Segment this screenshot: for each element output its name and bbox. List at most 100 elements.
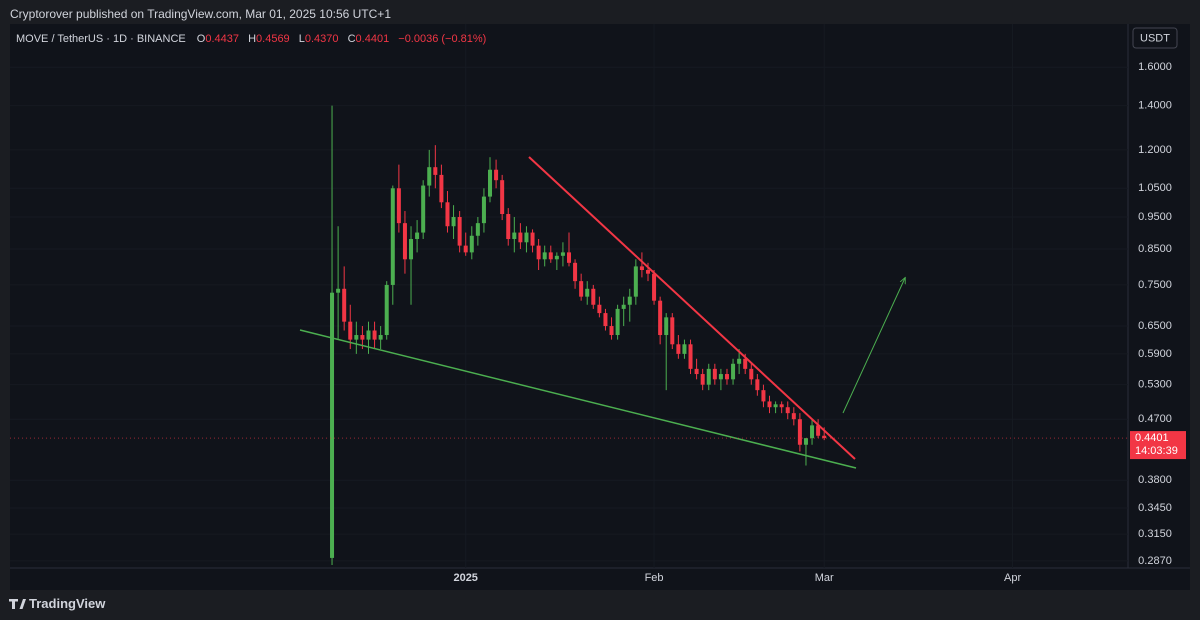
candle-body <box>372 330 377 340</box>
published-line: Cryptorover published on TradingView.com… <box>10 7 391 21</box>
candle-body <box>712 368 717 380</box>
y-tick-label: 0.5900 <box>1138 348 1172 360</box>
candle-body <box>749 368 754 380</box>
candle-body <box>694 368 699 375</box>
time-axis: 2025 Feb Mar Apr <box>453 572 1021 584</box>
legend-key: L <box>299 33 305 45</box>
candle-body <box>664 317 669 336</box>
candle-body <box>797 419 802 445</box>
candle-body <box>724 374 729 380</box>
candle-body <box>457 217 462 246</box>
candle-body <box>579 281 584 297</box>
candle-body <box>366 330 371 340</box>
candle-body <box>433 167 438 175</box>
candle-body <box>688 344 693 369</box>
candle-body <box>409 239 414 260</box>
candle-body <box>530 232 535 246</box>
legend-key: O <box>197 33 206 45</box>
x-tick-label: 2025 <box>453 572 477 584</box>
candle-body <box>390 188 395 285</box>
candle-body <box>633 266 638 297</box>
candle-body <box>524 232 529 243</box>
candle-body <box>810 425 815 439</box>
candle-body <box>494 169 499 181</box>
candle-body <box>548 252 553 260</box>
candle-body <box>652 273 657 301</box>
candle-body <box>566 252 572 263</box>
candle-body <box>773 404 778 408</box>
candle-body <box>706 368 711 385</box>
x-tick-label: Mar <box>815 572 834 584</box>
footer-bar <box>0 590 1200 620</box>
y-tick-label: 0.4700 <box>1138 413 1172 425</box>
legend-symbol: MOVE / TetherUS · 1D · BINANCE <box>16 33 186 45</box>
drawings <box>299 156 905 469</box>
candle-body <box>755 379 760 391</box>
x-tick-label: Feb <box>645 572 664 584</box>
candle-body <box>621 304 626 309</box>
y-tick-label: 1.6000 <box>1138 61 1172 73</box>
legend-value: 0.4437 <box>205 33 239 45</box>
candle-body <box>785 407 790 414</box>
candles <box>330 105 827 565</box>
currency[interactable]: USDT <box>1140 32 1170 44</box>
candle-body <box>682 344 687 354</box>
candle-body <box>415 232 420 240</box>
candle-body <box>384 284 389 336</box>
legend-key: H <box>248 33 256 45</box>
candle-body <box>779 404 784 408</box>
candle-body <box>591 288 596 305</box>
candle-body <box>560 252 565 256</box>
resistance-trendline <box>528 156 856 460</box>
candle-body <box>761 390 766 402</box>
y-tick-label: 0.8500 <box>1138 243 1172 255</box>
candle-body <box>822 435 827 439</box>
x-tick-label: Apr <box>1004 572 1021 584</box>
candle-body <box>506 214 511 240</box>
candle-body <box>439 174 444 203</box>
candle-body <box>396 188 401 224</box>
candle-body <box>488 169 493 197</box>
y-tick-label: 0.2870 <box>1138 555 1172 567</box>
y-tick-label: 0.6500 <box>1138 320 1172 332</box>
y-tick-label: 1.4000 <box>1138 100 1172 112</box>
price-axis: 1.6000 1.4000 1.2000 1.0500 0.9500 0.8500 0.75… <box>1138 61 1172 567</box>
currency-box[interactable] <box>1132 27 1178 49</box>
candle-body <box>342 288 347 322</box>
candle-body <box>676 344 681 354</box>
candle-body <box>360 335 365 340</box>
legend-value: 0.4370 <box>305 33 339 45</box>
candle-body <box>731 363 736 380</box>
candle-body <box>627 296 632 305</box>
candle-body <box>336 288 341 293</box>
legend-value: 0.4569 <box>256 33 290 45</box>
y-tick-label: 0.3800 <box>1138 474 1172 486</box>
candle-body <box>603 313 608 327</box>
candle-body <box>378 335 383 340</box>
candle-body <box>609 326 614 336</box>
candle-body <box>700 374 705 385</box>
candle-body <box>645 270 650 274</box>
breakout-arrow <box>842 278 905 414</box>
candle-body <box>615 308 620 336</box>
candle-body <box>597 304 602 314</box>
candle-body <box>670 317 675 345</box>
y-tick-label: 0.3450 <box>1138 502 1172 514</box>
candle-body <box>475 223 480 236</box>
candle-body <box>463 245 468 253</box>
candle-body <box>421 185 426 233</box>
y-tick-label: 0.5300 <box>1138 379 1172 391</box>
candle-body <box>658 300 663 336</box>
last-price-box <box>1130 431 1186 460</box>
legend: MOVE / TetherUS · 1D · BINANCE O0.4437 H… <box>16 33 486 45</box>
candle-body <box>803 438 808 445</box>
candle-body <box>718 374 723 380</box>
candle-body <box>427 167 432 186</box>
candle-body <box>330 292 335 558</box>
candle-body <box>743 358 748 369</box>
candle-body <box>639 266 644 271</box>
support-trendline <box>299 329 857 469</box>
candle-body <box>451 217 456 227</box>
y-tick-label: 0.9500 <box>1138 211 1172 223</box>
